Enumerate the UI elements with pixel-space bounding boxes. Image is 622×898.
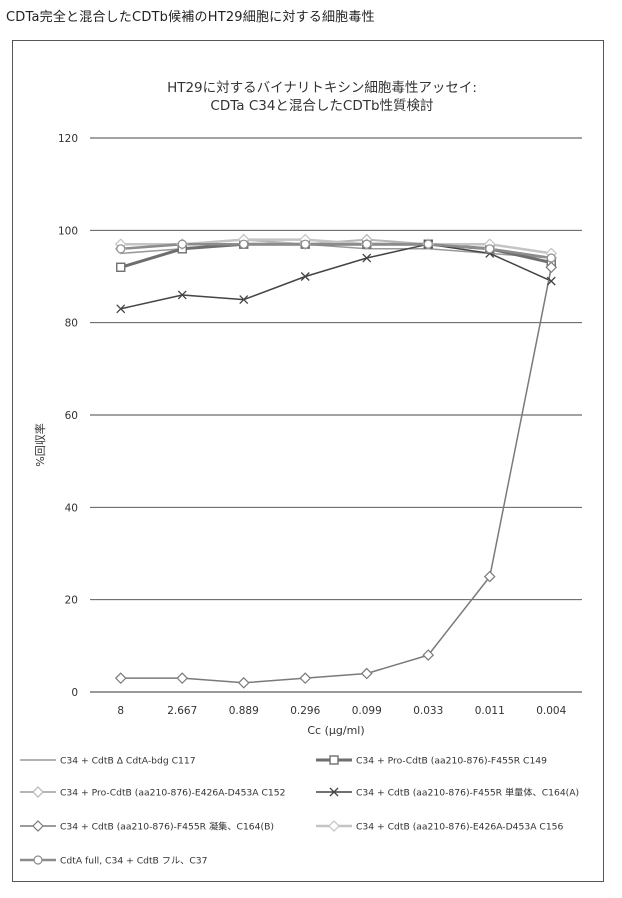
- series-6-point-4: [363, 240, 371, 248]
- series-lines: [121, 240, 552, 683]
- y-tick-labels: 0 20 40 60 80 100 120: [58, 133, 78, 699]
- y-tick-20: 20: [65, 595, 78, 607]
- series-4-point-2: [239, 678, 249, 688]
- legend-marker-2: [33, 787, 43, 797]
- legend-label-0: C34 + CdtB Δ CdtA-bdg C117: [60, 756, 196, 767]
- legend: C34 + CdtB Δ CdtA-bdg C117 C34 + Pro-CdtB…: [20, 756, 579, 867]
- y-axis-label: %回収率: [33, 423, 47, 466]
- x-tick-1: 2.667: [167, 705, 197, 717]
- legend-label-1: C34 + Pro-CdtB (aa210-876)-F455R C149: [356, 756, 547, 767]
- series-4-point-0: [116, 673, 126, 683]
- chart-title-line-1: CDTa C34と混合したCDTb性質検討: [210, 98, 433, 114]
- series-6-point-2: [240, 240, 248, 248]
- legend-label-5: C34 + CdtB (aa210-876)-E426A-D453A C156: [356, 822, 564, 833]
- series-3-point-3: [301, 273, 309, 281]
- series-6-point-3: [301, 240, 309, 248]
- series-4-point-4: [362, 669, 372, 679]
- legend-label-4: C34 + CdtB (aa210-876)-F455R 凝集、C164(B): [60, 821, 274, 833]
- chart-titles: Cc (μg/ml) %回収率 HT29に対するバイナリトキシン細胞毒性アッセイ: C…: [33, 80, 477, 737]
- y-tick-40: 40: [65, 502, 78, 514]
- x-tick-5: 0.033: [413, 705, 443, 717]
- legend-marker-6: [34, 856, 42, 864]
- legend-label-2: C34 + Pro-CdtB (aa210-876)-E426A-D453A C…: [60, 788, 285, 799]
- series-4-point-1: [177, 673, 187, 683]
- y-tick-80: 80: [65, 318, 78, 330]
- series-1-point-0: [117, 263, 125, 271]
- y-tick-0: 0: [71, 687, 78, 699]
- x-tick-7: 0.004: [536, 705, 566, 717]
- x-tick-6: 0.011: [475, 705, 505, 717]
- grid-lines: [90, 138, 582, 692]
- x-tick-4: 0.099: [352, 705, 382, 717]
- y-tick-120: 120: [58, 133, 78, 145]
- chart-svg: 0 20 40 60 80 100 120 8 2.667 0.889 0.296 0.099 0.0…: [0, 0, 622, 898]
- series-6-point-0: [117, 245, 125, 253]
- x-tick-2: 0.889: [229, 705, 259, 717]
- chart-title-line-0: HT29に対するバイナリトキシン細胞毒性アッセイ:: [167, 80, 477, 96]
- y-tick-60: 60: [65, 410, 78, 422]
- legend-label-6: CdtA full, C34 + CdtB フル、C37: [60, 856, 208, 867]
- x-tick-3: 0.296: [290, 705, 320, 717]
- y-tick-100: 100: [58, 225, 78, 237]
- series-6-point-7: [547, 254, 555, 262]
- series-6-point-1: [178, 240, 186, 248]
- series-line-4: [121, 267, 552, 683]
- x-axis-label: Cc (μg/ml): [307, 724, 364, 737]
- series-6-point-5: [424, 240, 432, 248]
- legend-marker-4: [33, 821, 43, 831]
- series-6-point-6: [486, 245, 494, 253]
- series-4-point-3: [300, 673, 310, 683]
- x-tick-0: 8: [117, 705, 124, 717]
- x-tick-labels: 8 2.667 0.889 0.296 0.099 0.033 0.011 0.004: [117, 705, 566, 717]
- legend-marker-5: [329, 821, 339, 831]
- legend-label-3: C34 + CdtB (aa210-876)-F455R 単量体、C164(A): [356, 787, 579, 799]
- series-markers: [116, 235, 557, 688]
- legend-marker-1: [330, 756, 338, 764]
